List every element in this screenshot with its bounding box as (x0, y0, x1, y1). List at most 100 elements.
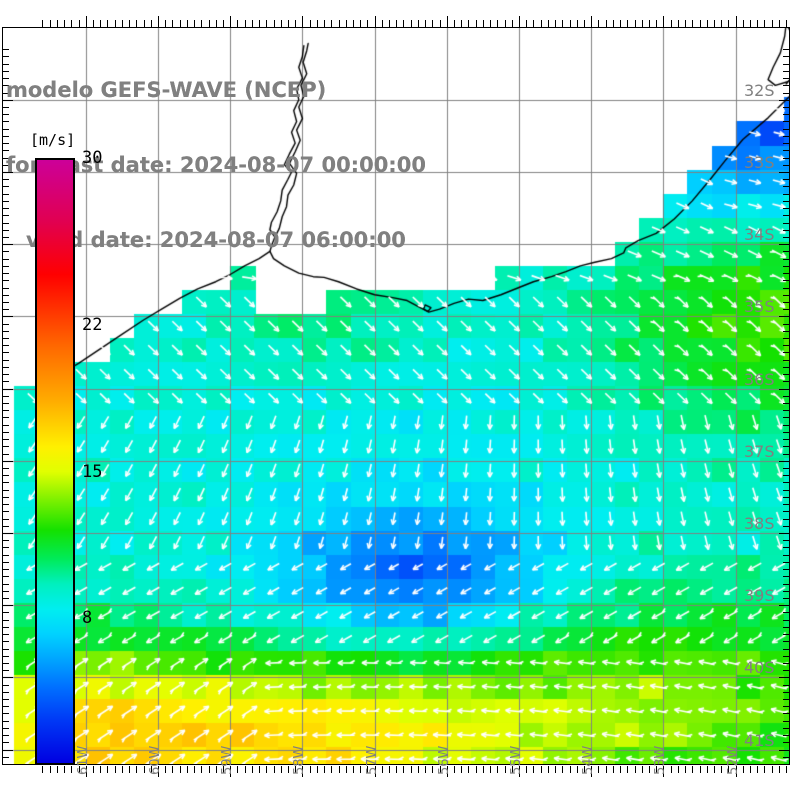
tick-mark (577, 20, 578, 27)
tick-mark (783, 280, 790, 281)
tick-mark (324, 766, 325, 773)
tick-mark (779, 766, 780, 773)
tick-mark (2, 692, 9, 693)
tick-mark (783, 136, 790, 137)
tick-mark (783, 468, 790, 469)
tick-mark (396, 766, 397, 773)
tick-mark (779, 461, 790, 462)
tick-mark (591, 766, 592, 777)
tick-mark (339, 20, 340, 27)
colorbar[interactable] (35, 158, 75, 765)
tick-mark (223, 766, 224, 773)
tick-mark (2, 114, 9, 115)
tick-mark (598, 20, 599, 27)
tick-mark (2, 713, 9, 714)
tick-mark (2, 186, 9, 187)
tick-mark (440, 766, 441, 773)
tick-mark (281, 20, 282, 27)
tick-mark (389, 766, 390, 773)
tick-mark (2, 78, 9, 79)
tick-mark (440, 20, 441, 27)
tick-mark (772, 766, 773, 773)
x-tick-60W: 60W (148, 745, 163, 775)
tick-mark (375, 766, 376, 777)
tick-mark (783, 352, 790, 353)
tick-mark (2, 331, 9, 332)
tick-mark (642, 766, 643, 773)
tick-mark (783, 107, 790, 108)
tick-mark (783, 237, 790, 238)
tick-mark (2, 251, 9, 252)
tick-mark (216, 20, 217, 27)
tick-mark (649, 766, 650, 773)
x-tick-55W: 55W (509, 745, 524, 775)
tick-mark (252, 766, 253, 773)
tick-mark (129, 20, 130, 27)
tick-mark (136, 766, 137, 773)
tick-mark (2, 194, 9, 195)
tick-mark (2, 374, 9, 375)
tick-mark (783, 403, 790, 404)
tick-mark (533, 766, 534, 773)
tick-mark (353, 766, 354, 773)
tick-mark (783, 360, 790, 361)
tick-mark (93, 766, 94, 773)
tick-mark (779, 389, 790, 390)
tick-mark (310, 766, 311, 773)
tick-mark (165, 20, 166, 27)
tick-mark (783, 417, 790, 418)
tick-mark (79, 20, 80, 27)
tick-mark (2, 576, 9, 577)
tick-mark (158, 766, 159, 777)
tick-mark (505, 20, 506, 27)
x-tick-54W: 54W (581, 745, 597, 775)
colorbar-gradient (35, 158, 75, 765)
tick-mark (2, 569, 9, 570)
tick-mark (42, 20, 43, 27)
y-tick-40S: 40S (744, 658, 775, 678)
tick-mark (79, 766, 80, 773)
tick-mark (783, 215, 790, 216)
tick-mark (274, 20, 275, 27)
tick-mark (519, 16, 520, 27)
tick-mark (2, 656, 9, 657)
tick-mark (259, 766, 260, 773)
tick-mark (783, 410, 790, 411)
tick-mark (382, 766, 383, 773)
tick-mark (367, 766, 368, 773)
tick-mark (2, 201, 9, 202)
tick-mark (728, 20, 729, 27)
tick-mark (476, 766, 477, 773)
tick-mark (783, 186, 790, 187)
tick-mark (2, 396, 9, 397)
tick-mark (2, 634, 9, 635)
tick-mark (93, 20, 94, 27)
tick-mark (783, 367, 790, 368)
title-model-line: modelo GEFS-WAVE (NCEP) (6, 78, 327, 102)
tick-mark (288, 766, 289, 773)
tick-mark (783, 129, 790, 130)
tick-mark (783, 519, 790, 520)
tick-mark (2, 215, 9, 216)
tick-mark (685, 20, 686, 27)
tick-mark (783, 194, 790, 195)
tick-mark (783, 713, 790, 714)
tick-mark (2, 497, 9, 498)
tick-mark (783, 49, 790, 50)
tick-mark (714, 20, 715, 27)
tick-mark (783, 764, 790, 765)
tick-mark (2, 432, 9, 433)
tick-mark (562, 20, 563, 27)
tick-mark (783, 526, 790, 527)
tick-mark (64, 766, 65, 773)
tick-mark (783, 251, 790, 252)
tick-mark (497, 20, 498, 27)
tick-mark (476, 20, 477, 27)
tick-mark (2, 309, 9, 310)
tick-mark (86, 16, 87, 27)
tick-mark (764, 20, 765, 27)
tick-mark (2, 121, 9, 122)
tick-mark (310, 20, 311, 27)
map-plot-area[interactable] (2, 27, 790, 765)
tick-mark (230, 766, 231, 777)
